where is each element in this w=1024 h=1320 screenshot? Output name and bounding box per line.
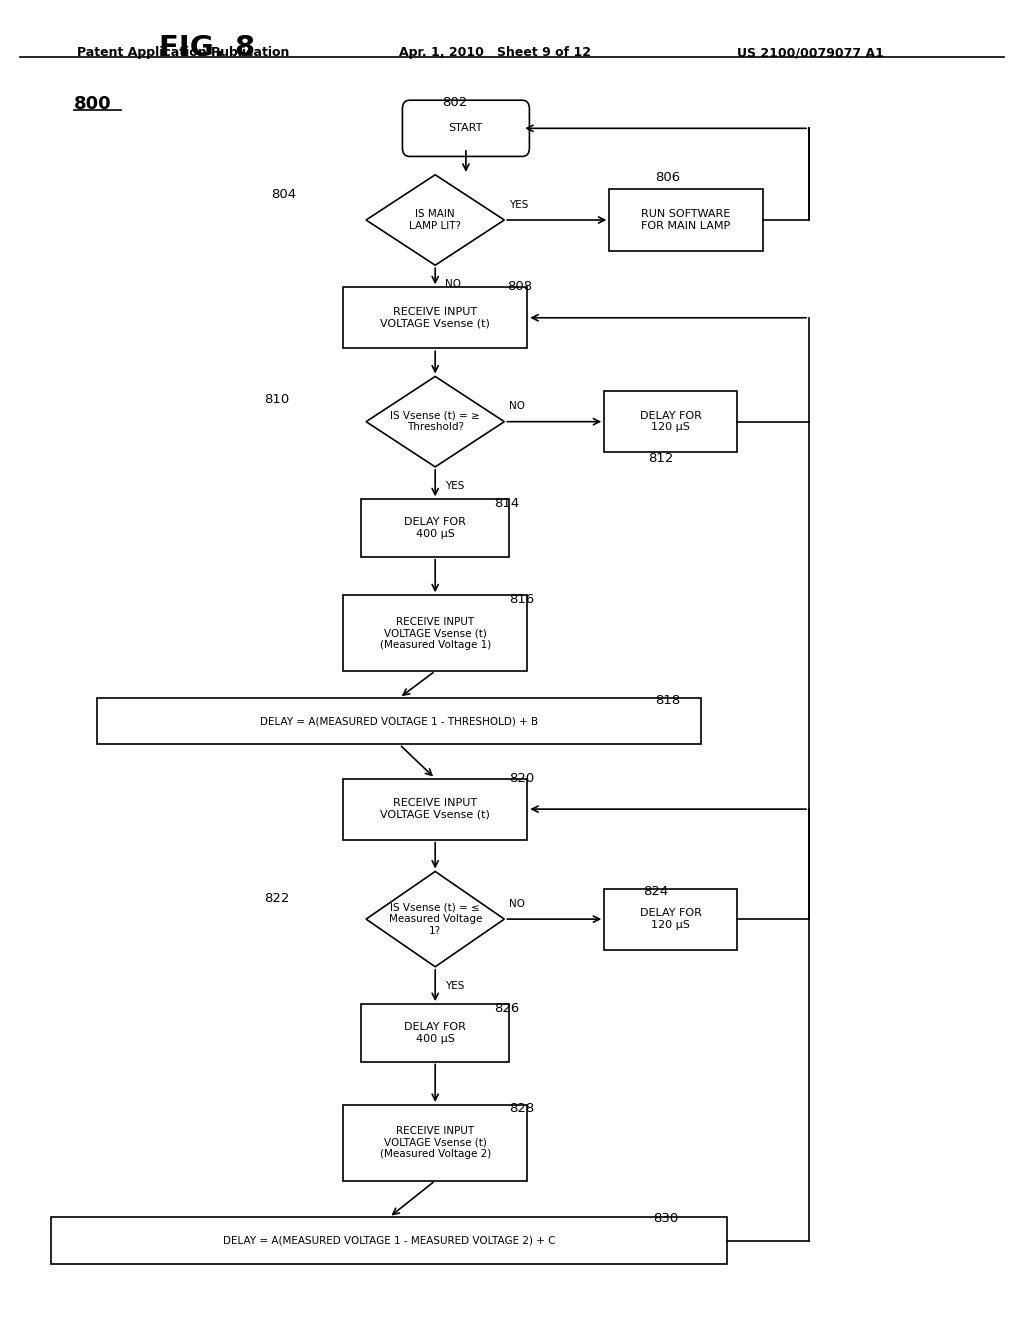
Text: IS MAIN
LAMP LIT?: IS MAIN LAMP LIT? <box>410 209 461 231</box>
Text: 812: 812 <box>648 451 674 465</box>
Bar <box>609 190 763 251</box>
Text: 824: 824 <box>643 884 669 898</box>
Text: NO: NO <box>510 899 525 909</box>
Bar <box>360 1005 509 1061</box>
Bar <box>97 698 701 744</box>
Text: 800: 800 <box>74 95 112 114</box>
Bar <box>343 1105 527 1180</box>
Bar <box>360 499 509 557</box>
Text: DELAY FOR
120 μS: DELAY FOR 120 μS <box>640 908 701 929</box>
Polygon shape <box>367 376 504 467</box>
Text: 804: 804 <box>271 187 297 201</box>
Text: 828: 828 <box>509 1102 535 1115</box>
Text: 820: 820 <box>509 772 535 785</box>
Text: Patent Application Publication: Patent Application Publication <box>77 46 289 59</box>
Text: YES: YES <box>510 199 528 210</box>
Text: 826: 826 <box>495 1002 520 1015</box>
Text: DELAY FOR
400 μS: DELAY FOR 400 μS <box>404 1022 466 1044</box>
Text: 816: 816 <box>509 593 535 606</box>
Text: RUN SOFTWARE
FOR MAIN LAMP: RUN SOFTWARE FOR MAIN LAMP <box>641 209 731 231</box>
Text: 818: 818 <box>655 694 681 708</box>
Text: DELAY = A(MEASURED VOLTAGE 1 - THRESHOLD) + B: DELAY = A(MEASURED VOLTAGE 1 - THRESHOLD… <box>260 717 539 726</box>
Text: 830: 830 <box>653 1212 679 1225</box>
Bar <box>604 888 737 949</box>
Text: RECEIVE INPUT
VOLTAGE Vsense (t): RECEIVE INPUT VOLTAGE Vsense (t) <box>380 799 490 820</box>
Text: 814: 814 <box>495 498 520 511</box>
Text: RECEIVE INPUT
VOLTAGE Vsense (t): RECEIVE INPUT VOLTAGE Vsense (t) <box>380 308 490 329</box>
Text: DELAY = A(MEASURED VOLTAGE 1 - MEASURED VOLTAGE 2) + C: DELAY = A(MEASURED VOLTAGE 1 - MEASURED … <box>223 1236 555 1246</box>
Text: FIG. 8: FIG. 8 <box>159 34 255 62</box>
Text: 822: 822 <box>264 892 290 906</box>
Bar <box>343 595 527 671</box>
Text: 810: 810 <box>264 393 290 407</box>
Text: Apr. 1, 2010   Sheet 9 of 12: Apr. 1, 2010 Sheet 9 of 12 <box>399 46 592 59</box>
Text: YES: YES <box>445 981 465 991</box>
Text: NO: NO <box>445 280 462 289</box>
Bar <box>51 1217 727 1263</box>
Polygon shape <box>367 174 504 265</box>
Text: IS Vsense (t) = ≤
Measured Voltage
1?: IS Vsense (t) = ≤ Measured Voltage 1? <box>388 903 482 936</box>
Polygon shape <box>367 871 504 966</box>
Bar <box>604 391 737 453</box>
Text: DELAY FOR
400 μS: DELAY FOR 400 μS <box>404 517 466 539</box>
Text: DELAY FOR
120 μS: DELAY FOR 120 μS <box>640 411 701 433</box>
Text: RECEIVE INPUT
VOLTAGE Vsense (t)
(Measured Voltage 2): RECEIVE INPUT VOLTAGE Vsense (t) (Measur… <box>380 1126 490 1159</box>
Text: START: START <box>449 123 483 133</box>
Text: NO: NO <box>510 401 525 412</box>
Text: 802: 802 <box>442 96 468 110</box>
Bar <box>343 288 527 348</box>
Bar <box>343 779 527 840</box>
Text: RECEIVE INPUT
VOLTAGE Vsense (t)
(Measured Voltage 1): RECEIVE INPUT VOLTAGE Vsense (t) (Measur… <box>380 616 490 649</box>
Text: 806: 806 <box>655 170 681 183</box>
Text: YES: YES <box>445 480 465 491</box>
FancyBboxPatch shape <box>402 100 529 157</box>
Text: IS Vsense (t) = ≥
Threshold?: IS Vsense (t) = ≥ Threshold? <box>390 411 480 433</box>
Text: US 2100/0079077 A1: US 2100/0079077 A1 <box>737 46 884 59</box>
Text: 808: 808 <box>507 280 532 293</box>
